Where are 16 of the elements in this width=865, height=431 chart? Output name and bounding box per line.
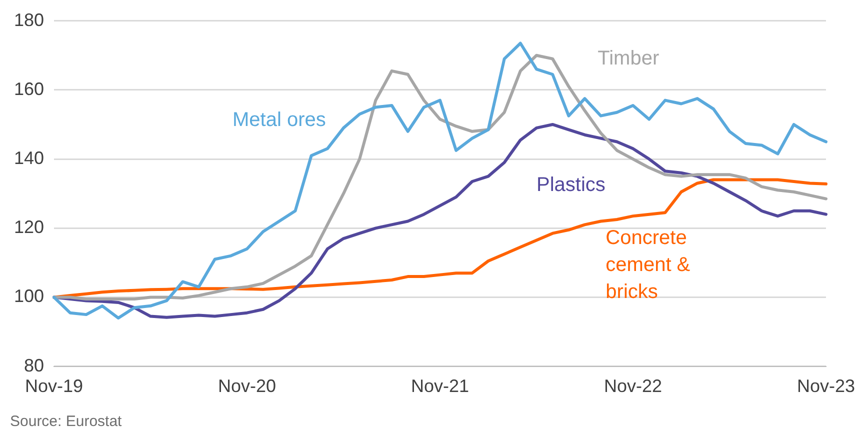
y-tick-label: 100 (14, 286, 44, 306)
x-tick-label: Nov-22 (604, 376, 662, 396)
x-tick-label: Nov-19 (25, 376, 84, 396)
x-tick-label: Nov-21 (410, 376, 470, 396)
x-tick-label: Nov-20 (218, 376, 276, 396)
x-tick-label: Nov-23 (796, 376, 856, 396)
y-tick-label: 140 (14, 148, 44, 168)
series-label: Metal ores (232, 108, 326, 131)
source-note: Source: Eurostat (10, 413, 122, 430)
y-tick-label: 120 (14, 217, 44, 238)
series-label: Concrete cement & bricks (606, 227, 691, 304)
y-tick-label: 160 (14, 78, 44, 99)
y-tick-label: 180 (14, 10, 44, 30)
series-label: Plastics (536, 174, 606, 196)
y-tick-label: 80 (24, 355, 44, 376)
series-label: Timber (598, 47, 660, 70)
